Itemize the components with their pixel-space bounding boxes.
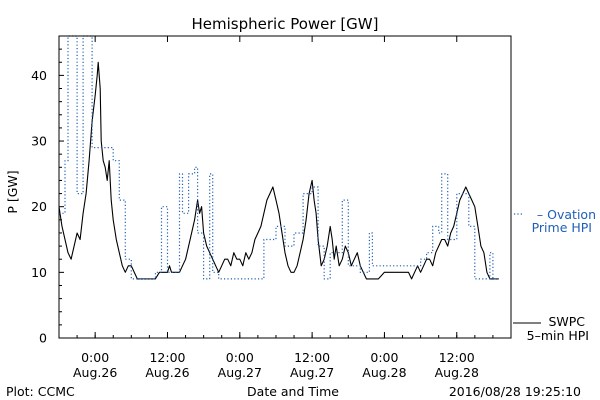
- y-tick-label: 30: [31, 134, 47, 149]
- plot-source-label: Plot: CCMC: [6, 384, 75, 399]
- plot-timestamp: 2016/08/28 19:25:10: [449, 384, 581, 399]
- y-axis-label: P [GW]: [5, 170, 20, 213]
- x-tick-label-time: 0:00: [226, 350, 254, 365]
- x-tick-label-time: 0:00: [81, 350, 109, 365]
- x-tick-label-date: Aug.28: [362, 365, 406, 380]
- y-tick-label: 20: [31, 199, 47, 214]
- x-tick-label-date: Aug.26: [73, 365, 117, 380]
- plot-frame: [58, 35, 512, 339]
- y-tick-label: 0: [39, 331, 47, 346]
- x-tick-label-time: 12:00: [294, 350, 330, 365]
- x-tick-label-time: 12:00: [439, 350, 475, 365]
- legend-swpc-label-line1: SWPC: [548, 314, 585, 329]
- chart-title: Hemispheric Power [GW]: [192, 15, 379, 33]
- legend-ovation-label-line2: Prime HPI: [532, 220, 592, 235]
- series-line-swpc-5-min-hpi: [58, 61, 499, 280]
- x-tick-label-date: Aug.28: [435, 365, 479, 380]
- legend-ovation-label-line1: – Ovation: [537, 207, 596, 222]
- x-axis-label: Date and Time: [247, 384, 339, 399]
- x-tick-label-date: Aug.27: [290, 365, 334, 380]
- x-tick-label-time: 0:00: [370, 350, 398, 365]
- chart-marks: 0102030400:00Aug.2612:00Aug.260:00Aug.27…: [31, 35, 596, 380]
- y-tick-label: 40: [31, 68, 47, 83]
- x-tick-label-date: Aug.26: [145, 365, 189, 380]
- series-line-ovation-prime-hpi: [59, 35, 499, 280]
- legend-swpc-label-line2: 5–min HPI: [527, 328, 589, 343]
- x-tick-label-time: 12:00: [149, 350, 185, 365]
- y-tick-label: 10: [31, 265, 47, 280]
- x-tick-label-date: Aug.27: [218, 365, 262, 380]
